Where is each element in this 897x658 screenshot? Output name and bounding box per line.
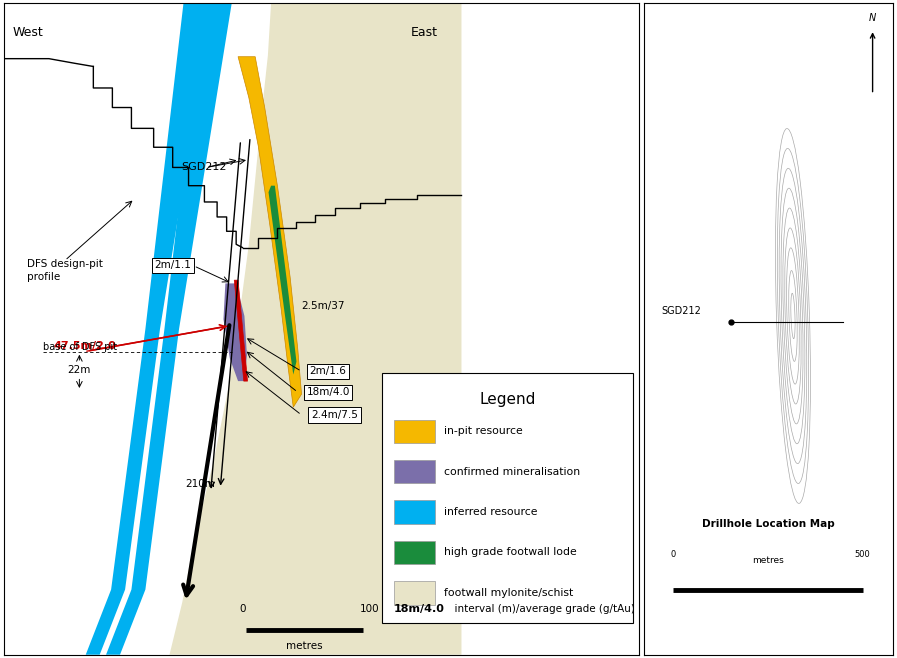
Polygon shape [234, 280, 248, 381]
Polygon shape [170, 3, 461, 655]
Text: 500: 500 [855, 550, 870, 559]
Text: metres: metres [753, 556, 784, 565]
FancyBboxPatch shape [394, 581, 435, 605]
Text: Drillhole Location Map: Drillhole Location Map [701, 519, 834, 530]
FancyBboxPatch shape [394, 541, 435, 564]
Text: inferred resource: inferred resource [444, 507, 538, 517]
Text: SGD212: SGD212 [181, 163, 226, 172]
Polygon shape [238, 57, 301, 407]
Text: East: East [411, 26, 438, 39]
Text: metres: metres [286, 642, 323, 651]
FancyBboxPatch shape [394, 500, 435, 524]
Text: 2m/1.1: 2m/1.1 [154, 260, 191, 270]
Text: 0: 0 [671, 550, 676, 559]
Text: 47.5m/2.0: 47.5m/2.0 [54, 341, 117, 351]
Text: base of DFS pit: base of DFS pit [42, 342, 117, 352]
FancyBboxPatch shape [382, 372, 633, 623]
FancyBboxPatch shape [394, 420, 435, 443]
Text: West: West [12, 26, 43, 39]
Text: N: N [869, 13, 876, 23]
Text: 2m/1.6: 2m/1.6 [309, 367, 346, 376]
Text: in-pit resource: in-pit resource [444, 426, 523, 436]
Text: 0: 0 [239, 604, 246, 614]
Text: 100: 100 [360, 604, 379, 614]
Text: SGD212: SGD212 [661, 306, 701, 316]
Text: 18m/4.0: 18m/4.0 [394, 604, 444, 614]
Text: footwall mylonite/schist: footwall mylonite/schist [444, 588, 573, 598]
Polygon shape [223, 284, 247, 381]
Text: 22m: 22m [67, 365, 91, 375]
Text: interval (m)/average grade (g/tAu): interval (m)/average grade (g/tAu) [448, 604, 634, 614]
Text: 2.4m/7.5: 2.4m/7.5 [311, 410, 358, 420]
Text: 2.5m/37: 2.5m/37 [301, 301, 345, 311]
FancyBboxPatch shape [394, 460, 435, 484]
Text: 210m: 210m [185, 479, 215, 489]
Polygon shape [268, 186, 296, 374]
Text: Legend: Legend [479, 392, 536, 407]
Polygon shape [86, 3, 213, 655]
Text: confirmed mineralisation: confirmed mineralisation [444, 467, 580, 476]
Text: high grade footwall lode: high grade footwall lode [444, 547, 577, 557]
Text: 18m/4.0: 18m/4.0 [307, 387, 350, 397]
Text: DFS design-pit
profile: DFS design-pit profile [27, 259, 102, 282]
Polygon shape [106, 3, 231, 655]
